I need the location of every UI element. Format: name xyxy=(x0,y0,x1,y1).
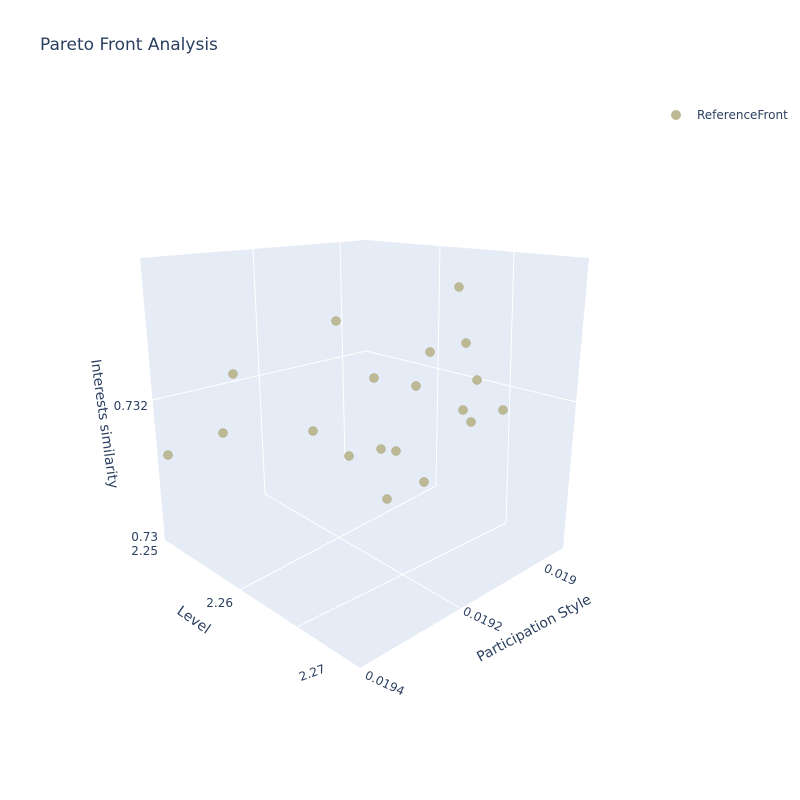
scene-panes xyxy=(140,240,589,668)
x-tick-label: 2.26 xyxy=(206,596,233,610)
data-point[interactable] xyxy=(391,446,401,456)
grid-line xyxy=(339,241,346,462)
data-point[interactable] xyxy=(163,450,173,460)
grid-line xyxy=(505,251,515,524)
x-tick-label: 2.25 xyxy=(131,544,158,558)
back-wall-left xyxy=(140,240,366,540)
floor-pane xyxy=(165,448,563,668)
legend-marker xyxy=(671,110,681,120)
z-tick-label: 0.732 xyxy=(114,399,148,413)
data-point[interactable] xyxy=(454,282,464,292)
data-point[interactable] xyxy=(498,405,508,415)
z-tick-label: 0.73 xyxy=(131,530,158,544)
data-point[interactable] xyxy=(369,373,379,383)
x-tick-label: 2.27 xyxy=(297,662,327,684)
data-point[interactable] xyxy=(382,494,392,504)
grid-line xyxy=(264,493,461,609)
grid-line xyxy=(151,350,367,401)
data-point[interactable] xyxy=(376,444,386,454)
data-point[interactable] xyxy=(331,316,341,326)
y-tick-label: 0.0194 xyxy=(363,668,407,698)
data-point[interactable] xyxy=(472,375,482,385)
grid-lines xyxy=(151,241,577,634)
grid-line xyxy=(284,522,507,634)
data-point[interactable] xyxy=(344,451,354,461)
back-wall-right xyxy=(366,240,589,548)
data-point[interactable] xyxy=(308,426,318,436)
data-point[interactable] xyxy=(228,369,238,379)
data-point[interactable] xyxy=(218,428,228,438)
data-point[interactable] xyxy=(425,347,435,357)
data-point[interactable] xyxy=(458,405,468,415)
z-axis-title: Interests similarity xyxy=(87,358,121,489)
data-point[interactable] xyxy=(419,477,429,487)
chart-title: Pareto Front Analysis xyxy=(40,35,218,55)
grid-line xyxy=(435,245,441,487)
y-tick-label: 0.0192 xyxy=(461,604,505,634)
data-point[interactable] xyxy=(466,417,476,427)
marker-group[interactable] xyxy=(163,282,508,504)
data-point[interactable] xyxy=(461,338,471,348)
data-point[interactable] xyxy=(411,381,421,391)
legend[interactable]: ReferenceFront xyxy=(671,108,788,122)
grid-line xyxy=(252,248,266,495)
grid-line xyxy=(365,350,577,403)
legend-label: ReferenceFront xyxy=(697,108,788,122)
grid-line xyxy=(220,485,437,601)
y-tick-label: 0.019 xyxy=(542,561,579,588)
